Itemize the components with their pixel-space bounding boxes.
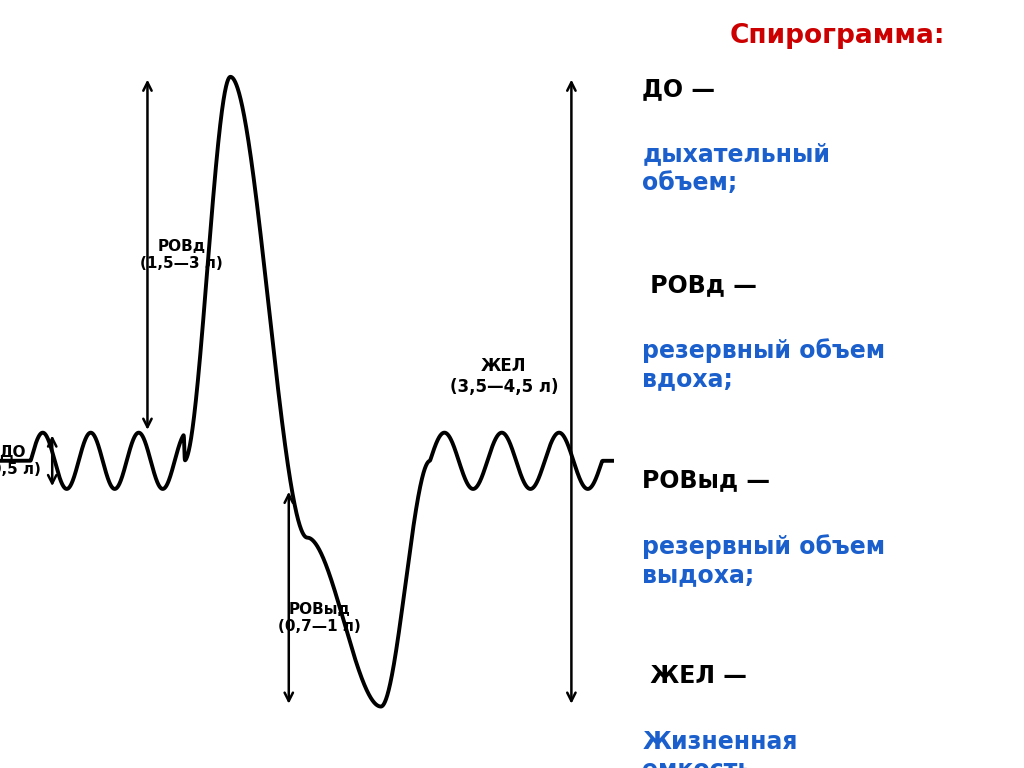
Text: ДО —: ДО —	[642, 77, 716, 101]
Text: РОВд
(1,5—3 л): РОВд (1,5—3 л)	[140, 239, 222, 271]
Text: Жизненная
емкость
легких: Жизненная емкость легких	[642, 730, 798, 768]
Text: резервный объем
выдоха;: резервный объем выдоха;	[642, 534, 886, 588]
Text: РОВд —: РОВд —	[642, 273, 758, 296]
Text: Спирограмма:: Спирограмма:	[730, 23, 945, 49]
Text: ЖЕЛ —: ЖЕЛ —	[642, 664, 748, 688]
Text: резервный объем
вдоха;: резервный объем вдоха;	[642, 338, 886, 392]
Text: РОВыд
(0,7—1 л): РОВыд (0,7—1 л)	[279, 602, 360, 634]
Text: ДО
(0,5 л): ДО (0,5 л)	[0, 445, 41, 477]
Text: дыхательный
объем;: дыхательный объем;	[642, 142, 830, 195]
Text: ЖЕЛ
(3,5—4,5 л): ЖЕЛ (3,5—4,5 л)	[450, 357, 558, 396]
Text: РОВыд —: РОВыд —	[642, 468, 770, 492]
